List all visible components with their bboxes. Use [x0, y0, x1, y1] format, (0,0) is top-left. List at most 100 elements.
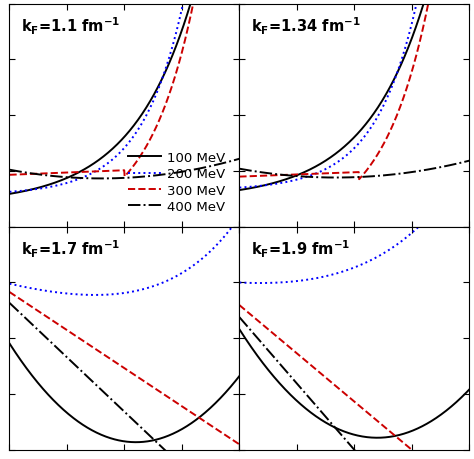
300 MeV [116, 362, 121, 367]
100 MeV [7, 341, 12, 347]
Line: 400 MeV: 400 MeV [9, 159, 239, 179]
100 MeV [374, 435, 380, 441]
200 MeV [346, 267, 352, 273]
400 MeV [333, 175, 339, 181]
200 MeV [117, 151, 123, 156]
100 MeV [131, 123, 137, 129]
200 MeV [131, 289, 137, 294]
Text: $\mathbf{k_F}$=$\mathbf{1.9}$ $\mathbf{{fm^{-1}}}$: $\mathbf{k_F}$=$\mathbf{1.9}$ $\mathbf{{… [251, 238, 350, 260]
100 MeV [237, 188, 242, 193]
400 MeV [237, 315, 242, 320]
100 MeV [117, 140, 123, 145]
400 MeV [231, 158, 237, 163]
100 MeV [144, 439, 150, 444]
300 MeV [361, 407, 366, 412]
300 MeV [144, 380, 149, 386]
400 MeV [347, 175, 353, 181]
300 MeV [144, 143, 150, 149]
400 MeV [347, 442, 353, 448]
Line: 200 MeV: 200 MeV [239, 162, 469, 283]
400 MeV [116, 403, 121, 409]
Line: 100 MeV: 100 MeV [239, 0, 469, 190]
400 MeV [346, 441, 351, 446]
200 MeV [461, 168, 467, 174]
100 MeV [374, 108, 379, 113]
200 MeV [144, 113, 149, 119]
Line: 300 MeV: 300 MeV [239, 0, 469, 180]
200 MeV [237, 215, 242, 220]
100 MeV [116, 437, 121, 443]
300 MeV [131, 372, 137, 377]
200 MeV [361, 135, 366, 141]
100 MeV [374, 435, 379, 441]
400 MeV [346, 175, 352, 181]
200 MeV [131, 134, 137, 139]
Line: 300 MeV: 300 MeV [9, 292, 239, 444]
400 MeV [237, 157, 242, 162]
300 MeV [374, 417, 379, 423]
300 MeV [231, 438, 237, 443]
300 MeV [356, 177, 362, 183]
100 MeV [347, 431, 353, 436]
Line: 200 MeV: 200 MeV [9, 0, 239, 192]
200 MeV [374, 117, 379, 123]
400 MeV [144, 174, 150, 179]
100 MeV [116, 141, 121, 146]
400 MeV [7, 168, 12, 173]
200 MeV [195, 259, 201, 265]
200 MeV [237, 185, 242, 191]
400 MeV [116, 176, 122, 181]
Line: 200 MeV: 200 MeV [9, 218, 239, 295]
400 MeV [99, 176, 104, 182]
100 MeV [361, 434, 366, 440]
400 MeV [117, 405, 123, 410]
200 MeV [425, 215, 431, 220]
300 MeV [131, 162, 137, 168]
300 MeV [116, 168, 121, 174]
300 MeV [117, 363, 123, 368]
200 MeV [7, 190, 12, 195]
400 MeV [466, 158, 472, 164]
400 MeV [374, 174, 380, 179]
200 MeV [7, 281, 12, 287]
300 MeV [237, 302, 242, 308]
Text: $\mathbf{k_F}$=$\mathbf{1.7}$ $\mathbf{{fm^{-1}}}$: $\mathbf{k_F}$=$\mathbf{1.7}$ $\mathbf{{… [21, 238, 120, 260]
300 MeV [347, 395, 353, 401]
Line: 300 MeV: 300 MeV [239, 305, 469, 459]
Legend: 100 MeV, 200 MeV, 300 MeV, 400 MeV: 100 MeV, 200 MeV, 300 MeV, 400 MeV [125, 149, 228, 216]
100 MeV [346, 141, 351, 146]
300 MeV [361, 171, 367, 177]
200 MeV [466, 160, 472, 165]
300 MeV [346, 170, 351, 176]
300 MeV [237, 442, 242, 447]
400 MeV [361, 174, 367, 180]
100 MeV [425, 420, 431, 426]
200 MeV [116, 291, 122, 297]
300 MeV [117, 168, 123, 174]
100 MeV [361, 124, 366, 130]
Line: 200 MeV: 200 MeV [239, 0, 469, 188]
200 MeV [347, 267, 353, 272]
100 MeV [131, 439, 137, 445]
400 MeV [195, 167, 201, 172]
200 MeV [231, 222, 237, 227]
100 MeV [237, 374, 242, 379]
100 MeV [195, 415, 201, 421]
400 MeV [425, 168, 431, 173]
100 MeV [237, 327, 242, 332]
Line: 300 MeV: 300 MeV [9, 0, 239, 177]
300 MeV [374, 154, 380, 159]
200 MeV [347, 150, 353, 156]
200 MeV [116, 152, 121, 157]
Line: 400 MeV: 400 MeV [239, 318, 469, 459]
200 MeV [346, 151, 351, 157]
300 MeV [195, 414, 201, 420]
400 MeV [237, 167, 242, 172]
300 MeV [346, 394, 351, 400]
400 MeV [361, 458, 366, 459]
300 MeV [7, 173, 12, 178]
100 MeV [346, 431, 351, 436]
300 MeV [425, 2, 431, 7]
Text: $\mathbf{k_F}$=$\mathbf{1.34}$ $\mathbf{{fm^{-1}}}$: $\mathbf{k_F}$=$\mathbf{1.34}$ $\mathbf{… [251, 16, 360, 37]
Line: 400 MeV: 400 MeV [239, 161, 469, 178]
